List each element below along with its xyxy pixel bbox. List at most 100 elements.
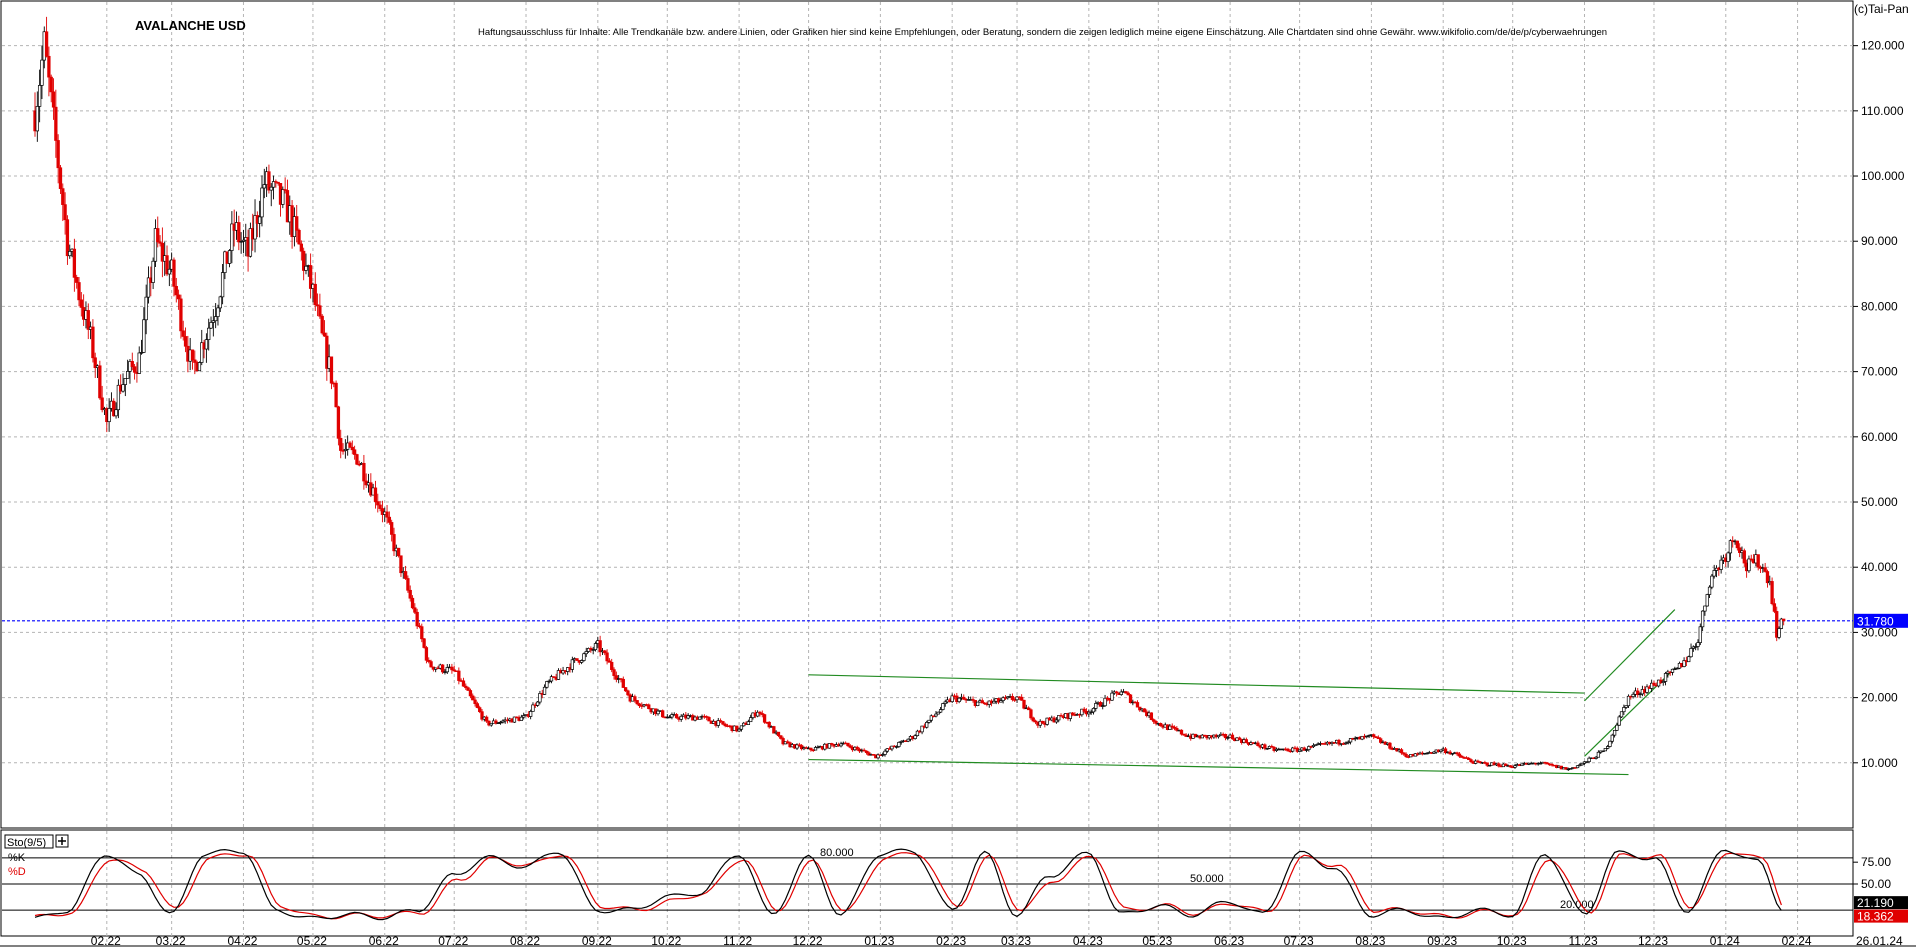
candle xyxy=(758,710,762,717)
candle xyxy=(58,164,63,194)
candle xyxy=(864,750,869,755)
candle xyxy=(253,199,257,253)
price-tick-label: 50.000 xyxy=(1861,495,1898,509)
candle xyxy=(529,709,533,720)
candle xyxy=(1473,759,1478,765)
candle xyxy=(1608,740,1612,748)
candle xyxy=(1467,756,1471,760)
candle xyxy=(262,168,266,199)
candle xyxy=(707,716,711,722)
candle xyxy=(271,175,276,200)
candle xyxy=(308,253,313,299)
candle xyxy=(575,658,579,662)
candle xyxy=(661,709,665,718)
candle xyxy=(1114,690,1119,697)
candle xyxy=(40,45,44,100)
candle xyxy=(51,78,56,120)
candle xyxy=(767,721,771,729)
disclaimer-text: Haftungsausschluss für Inhalte: Alle Tre… xyxy=(478,27,1607,38)
candle xyxy=(489,722,493,727)
price-tick-label: 100.000 xyxy=(1861,169,1905,183)
candle xyxy=(621,676,625,688)
candle xyxy=(938,707,943,714)
candle xyxy=(1703,605,1707,616)
candle xyxy=(181,320,185,341)
candle xyxy=(603,649,607,656)
candle xyxy=(144,284,148,335)
candle xyxy=(1476,759,1480,763)
candle xyxy=(461,677,466,687)
candle xyxy=(1091,707,1096,715)
candle xyxy=(468,688,473,699)
candle xyxy=(336,405,341,446)
candle xyxy=(535,700,540,707)
candle xyxy=(976,701,980,707)
candle xyxy=(35,91,39,142)
candle xyxy=(1622,704,1626,715)
candle xyxy=(1564,767,1568,770)
candle xyxy=(1031,716,1035,723)
candle xyxy=(1230,732,1235,740)
candle xyxy=(1265,747,1269,750)
candle xyxy=(1022,699,1026,710)
candle xyxy=(1487,764,1492,767)
candle xyxy=(1098,700,1103,707)
candle xyxy=(380,500,385,523)
candle xyxy=(1272,746,1276,753)
candle xyxy=(545,680,549,689)
month-tick-label: 10.23 xyxy=(1497,934,1527,948)
candle xyxy=(1379,737,1383,744)
candle xyxy=(227,249,232,268)
candle xyxy=(1135,700,1140,708)
candle xyxy=(1402,752,1406,756)
candle xyxy=(614,671,618,683)
candlestick-series xyxy=(33,16,1786,771)
candle xyxy=(679,714,683,722)
candle xyxy=(1712,564,1716,579)
candle xyxy=(179,294,183,339)
candle xyxy=(114,402,118,419)
candle xyxy=(399,555,403,577)
month-tick-label: 09.22 xyxy=(582,934,612,948)
candle xyxy=(1455,751,1459,756)
candle xyxy=(1311,743,1316,748)
candle xyxy=(1286,747,1290,752)
candle xyxy=(1029,708,1033,720)
candle xyxy=(1691,645,1695,652)
price-tick-label: 60.000 xyxy=(1861,430,1898,444)
candle xyxy=(589,646,593,653)
candle xyxy=(1610,733,1614,744)
candle xyxy=(158,235,162,247)
candle xyxy=(1179,729,1184,736)
candle xyxy=(971,696,975,703)
candle xyxy=(1520,763,1524,767)
candle xyxy=(466,686,470,691)
candle xyxy=(723,722,727,728)
candle xyxy=(471,693,475,701)
candle xyxy=(125,359,130,379)
candle xyxy=(1307,745,1311,752)
candle xyxy=(1617,714,1621,726)
current-price-badge xyxy=(1854,613,1908,628)
candle xyxy=(406,575,410,593)
candle xyxy=(846,742,850,747)
candle xyxy=(1545,762,1550,765)
current-price-label: 31.780 xyxy=(1857,614,1894,628)
month-tick-label: 11.23 xyxy=(1568,934,1597,948)
candle xyxy=(1606,744,1610,750)
candle xyxy=(1001,696,1005,704)
candle xyxy=(387,511,392,525)
candle xyxy=(1372,733,1376,739)
candle xyxy=(962,694,966,700)
candle xyxy=(1015,695,1019,704)
month-tick-label: 02.24 xyxy=(1782,934,1812,948)
candle xyxy=(193,350,197,375)
copyright-label: (c)Tai-Pan xyxy=(1854,2,1909,16)
candle xyxy=(934,710,938,718)
candle xyxy=(241,229,246,254)
candle xyxy=(1698,623,1702,646)
candle xyxy=(1538,761,1543,765)
candle xyxy=(341,443,345,455)
candle xyxy=(1663,671,1668,686)
candle xyxy=(633,694,637,703)
